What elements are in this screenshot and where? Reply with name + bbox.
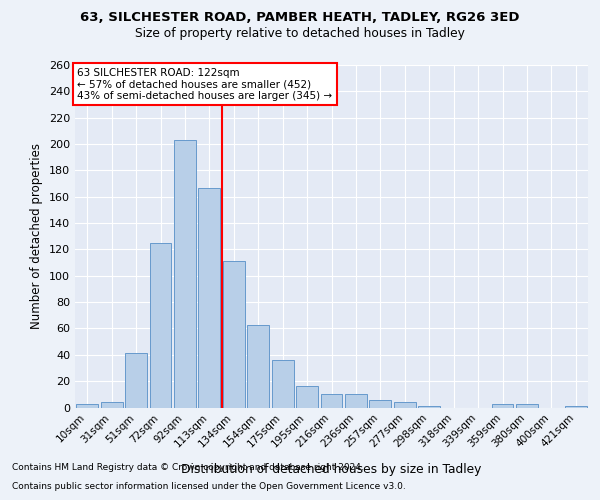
Bar xyxy=(516,404,538,407)
Bar xyxy=(345,394,367,407)
Text: Contains public sector information licensed under the Open Government Licence v3: Contains public sector information licen… xyxy=(12,482,406,491)
Bar xyxy=(223,262,245,408)
Bar xyxy=(296,386,318,407)
Bar xyxy=(125,354,147,408)
Bar xyxy=(101,402,122,407)
Bar xyxy=(370,400,391,407)
Bar xyxy=(76,404,98,407)
Text: Contains HM Land Registry data © Crown copyright and database right 2024.: Contains HM Land Registry data © Crown c… xyxy=(12,464,364,472)
Bar xyxy=(565,406,587,407)
Bar xyxy=(247,324,269,407)
Bar xyxy=(491,404,514,407)
Bar xyxy=(394,402,416,407)
Bar xyxy=(320,394,343,407)
X-axis label: Distribution of detached houses by size in Tadley: Distribution of detached houses by size … xyxy=(181,463,482,476)
Bar xyxy=(174,140,196,407)
Text: 63, SILCHESTER ROAD, PAMBER HEATH, TADLEY, RG26 3ED: 63, SILCHESTER ROAD, PAMBER HEATH, TADLE… xyxy=(80,11,520,24)
Bar xyxy=(418,406,440,407)
Bar xyxy=(149,243,172,408)
Bar xyxy=(272,360,293,408)
Y-axis label: Number of detached properties: Number of detached properties xyxy=(31,143,43,329)
Text: Size of property relative to detached houses in Tadley: Size of property relative to detached ho… xyxy=(135,28,465,40)
Text: 63 SILCHESTER ROAD: 122sqm
← 57% of detached houses are smaller (452)
43% of sem: 63 SILCHESTER ROAD: 122sqm ← 57% of deta… xyxy=(77,68,332,101)
Bar xyxy=(199,188,220,408)
